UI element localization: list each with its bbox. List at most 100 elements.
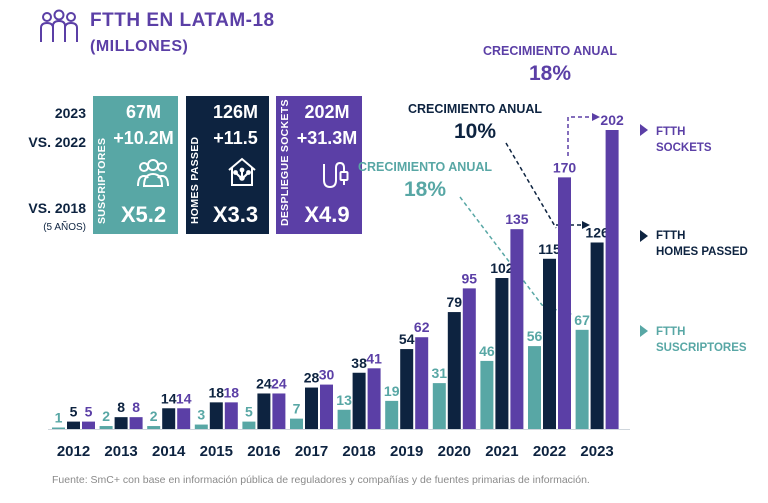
comparison-year-label: 2023 bbox=[54, 105, 86, 121]
data-label-2020-1: 79 bbox=[447, 294, 463, 310]
five-year-label: VS. 2018 bbox=[28, 200, 86, 216]
data-label-2019-1: 54 bbox=[399, 331, 415, 347]
bar-2012-1 bbox=[67, 421, 80, 429]
growth-callout-sockets: CRECIMIENTO ANUAL 18% bbox=[470, 44, 630, 86]
x-tick-2023: 2023 bbox=[580, 443, 613, 460]
legend-line: SUSCRIPTORES bbox=[656, 342, 747, 354]
bar-2014-1 bbox=[162, 408, 176, 429]
legend-line: FTTH bbox=[656, 230, 686, 242]
legend-line: HOMES PASSED bbox=[656, 246, 748, 258]
data-label-2021-2: 135 bbox=[505, 211, 529, 227]
bar-2018-2 bbox=[367, 368, 381, 429]
kpi-multiple: X3.3 bbox=[212, 202, 259, 227]
data-label-2018-2: 41 bbox=[366, 350, 382, 366]
growth-value: 10% bbox=[453, 120, 497, 143]
comparison-vs-label: VS. 2022 bbox=[28, 134, 86, 150]
bar-2023-2 bbox=[605, 130, 619, 429]
x-tick-2017: 2017 bbox=[295, 443, 328, 460]
bar-2020-2 bbox=[462, 288, 476, 429]
data-label-2018-0: 13 bbox=[336, 392, 352, 408]
connector-homes bbox=[505, 142, 557, 229]
kpi-total: 67M bbox=[125, 102, 161, 122]
kpi-yoy: +10.2M bbox=[113, 128, 174, 148]
bar-2022-0 bbox=[528, 346, 541, 429]
growth-value: 18% bbox=[528, 62, 572, 85]
data-label-2017-1: 28 bbox=[304, 370, 320, 386]
growth-callout-homes: CRECIMIENTO ANUAL 10% bbox=[395, 102, 555, 144]
data-label-2012-2: 5 bbox=[85, 404, 93, 420]
data-label-2023-0: 67 bbox=[574, 312, 590, 328]
bar-2013-2 bbox=[129, 417, 143, 429]
bar-2015-2 bbox=[224, 402, 238, 429]
growth-label: CRECIMIENTO ANUAL bbox=[407, 102, 543, 116]
data-label-2016-0: 5 bbox=[245, 404, 253, 420]
legend-item-sockets: FTTH SOCKETS bbox=[656, 124, 712, 156]
bar-2016-1 bbox=[257, 393, 271, 429]
x-tick-2020: 2020 bbox=[438, 443, 471, 460]
data-label-2014-2: 14 bbox=[176, 390, 192, 406]
data-label-2016-1: 24 bbox=[256, 375, 272, 391]
legend-arrow-homes bbox=[640, 230, 648, 242]
bar-2021-0 bbox=[480, 360, 494, 429]
bar-2017-0 bbox=[290, 418, 303, 429]
growth-label: CRECIMIENTO ANUAL bbox=[357, 160, 493, 174]
legend-line: SOCKETS bbox=[656, 142, 712, 154]
data-label-2013-2: 8 bbox=[132, 399, 140, 415]
bar-2023-0 bbox=[575, 329, 589, 429]
growth-label: CRECIMIENTO ANUAL bbox=[482, 44, 618, 58]
data-label-2021-1: 102 bbox=[490, 260, 514, 276]
data-label-2015-2: 18 bbox=[224, 384, 240, 400]
kpi-box-homes-passed: HOMES PASSED 126M +11.5 X3.3 bbox=[186, 96, 269, 234]
data-label-2012-0: 1 bbox=[55, 410, 63, 426]
data-label-2018-1: 38 bbox=[351, 355, 367, 371]
bar-2017-2 bbox=[320, 384, 333, 429]
kpi-total: 202M bbox=[304, 102, 350, 122]
data-label-2023-1: 126 bbox=[585, 224, 609, 240]
connector-sockets bbox=[567, 116, 594, 156]
data-label-2017-2: 30 bbox=[319, 367, 335, 383]
data-label-2014-0: 2 bbox=[150, 408, 158, 424]
bar-2021-2 bbox=[510, 229, 524, 429]
legend-item-subscribers: FTTH SUSCRIPTORES bbox=[656, 324, 747, 356]
legend-item-homes: FTTH HOMES PASSED bbox=[656, 228, 748, 260]
data-label-2017-0: 7 bbox=[293, 401, 301, 417]
x-tick-2021: 2021 bbox=[485, 443, 518, 460]
bar-2022-1 bbox=[543, 258, 556, 429]
data-label-2020-2: 95 bbox=[462, 270, 478, 286]
data-label-2021-0: 46 bbox=[479, 343, 495, 359]
kpi-yoy: +11.5 bbox=[213, 128, 258, 148]
legend-line: FTTH bbox=[656, 126, 686, 138]
bar-2015-0 bbox=[194, 424, 208, 429]
bar-2013-0 bbox=[99, 426, 113, 429]
data-label-2019-0: 19 bbox=[384, 383, 400, 399]
kpi-total: 126M bbox=[212, 102, 259, 122]
bar-2014-2 bbox=[177, 408, 191, 429]
chart-subtitle: (MILLONES) bbox=[90, 38, 189, 55]
x-tick-2018: 2018 bbox=[342, 443, 375, 460]
growth-callout-subscribers: CRECIMIENTO ANUAL 18% bbox=[345, 160, 505, 202]
connector-arrowhead bbox=[582, 221, 590, 229]
growth-value: 18% bbox=[403, 178, 447, 201]
legend-arrow-subscribers bbox=[640, 325, 648, 337]
kpi-box-suscriptores: SUSCRIPTORES 67M +10.2M X5.2 bbox=[93, 96, 178, 234]
legend-line: FTTH bbox=[656, 326, 686, 338]
data-label-2016-2: 24 bbox=[271, 375, 287, 391]
bar-2019-1 bbox=[400, 349, 414, 429]
connector-subscribers bbox=[459, 196, 567, 314]
bar-2016-0 bbox=[242, 421, 256, 429]
bar-2016-2 bbox=[272, 393, 286, 429]
growth-connectors bbox=[459, 113, 600, 318]
data-label-2013-1: 8 bbox=[117, 399, 125, 415]
bar-2019-2 bbox=[415, 337, 429, 429]
data-label-2019-2: 62 bbox=[414, 319, 430, 335]
bar-2013-1 bbox=[114, 417, 128, 429]
x-tick-2012: 2012 bbox=[57, 443, 90, 460]
kpi-multiple: X4.9 bbox=[304, 202, 350, 227]
people-icon bbox=[136, 158, 170, 193]
data-label-2014-1: 14 bbox=[161, 390, 177, 406]
bar-2014-0 bbox=[147, 426, 161, 429]
bar-2015-1 bbox=[209, 402, 223, 429]
fiber-cable-icon bbox=[318, 154, 352, 195]
